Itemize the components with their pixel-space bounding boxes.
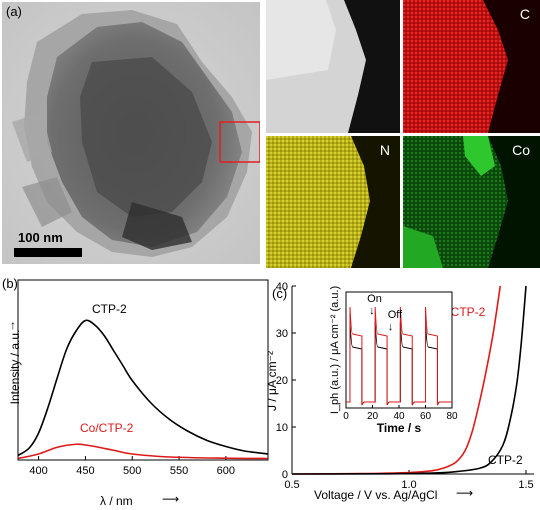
chart-b-xtick-label: 400 [29,465,47,477]
chart-c-xtick-label: 0.5 [284,479,299,491]
chart-c-ytick-label: 20 [276,375,288,387]
chart-c-xlabel: Voltage / V vs. Ag/AgCl [314,488,438,502]
map-nitrogen: N [266,136,400,268]
chart-c-ytick-label: 40 [276,281,288,293]
chart-b-xtick-label: 500 [123,465,141,477]
map-label-nitrogen: N [379,142,390,158]
chart-b-legend-ctp2: CTP-2 [92,302,127,316]
chart-b-series-0 [17,319,269,457]
inset-ylabel: I_ph (a.u.) / μA cm⁻² (a.u.) [329,286,341,414]
inset-annotation-off: Off [388,309,403,321]
chart-b-xtick-label: 450 [76,465,94,477]
chart-c-xarrow: ⟶ [456,486,474,500]
chart-b-xtick-label: 600 [217,465,235,477]
chart-b-xtick-label: 550 [170,465,188,477]
inset-xtick-label: 40 [393,411,405,422]
inset-xtick-label: 80 [446,411,458,422]
panel-a: (a) 100 nm C [2,0,540,268]
chart-c-xtick-label: 1.5 [518,479,533,491]
selection-box [219,121,260,163]
inset-series-coctp2 [346,306,452,406]
chart-b-yarrow: ↑ [10,318,16,332]
map-carbon: C [403,0,540,133]
chart-b-ylabel: Intensity / a.u. [8,329,22,405]
map-cobalt: Co [403,136,540,268]
scale-bar-label: 100 nm [18,230,63,245]
inset-annotation-off-arrow: ↓ [388,321,394,333]
chart-c-ytick-label: 30 [276,328,288,340]
map-label-carbon: C [519,6,530,22]
chart-b-xarrow: ⟶ [162,492,180,506]
panel-a-label: (a) [6,4,22,19]
chart-b-xlabel: λ / nm [100,494,133,508]
chart-c-ytick-label: 10 [276,422,288,434]
inset-annotation-on: On [367,293,382,305]
inset-xtick-label: 20 [367,411,379,422]
inset-xlabel: Time / s [377,421,422,435]
map-haadf [266,0,400,133]
chart-c-series-1 [291,285,527,475]
chart-c-xtick-label: 1.0 [401,479,416,491]
tem-image [2,2,260,264]
inset-xtick-label: 60 [420,411,432,422]
panel-c-label: (c) [272,286,288,301]
chart-b-frame [17,279,269,461]
chart-c-legend-ctp2: CTP-2 [488,453,523,467]
inset-annotation-on-arrow: ↓ [369,305,375,317]
chart-b: 400 450 500 550 600 CTP-2 Co/CTP-2 [17,279,269,477]
chart-b-series-1 [17,443,269,460]
flake-dark [80,57,212,217]
panel-b-label: (b) [2,276,18,291]
chart-c-ylabel: J / μA cm⁻² [265,351,279,411]
chart-b-legend-coctp2: Co/CTP-2 [80,421,134,435]
map-label-cobalt: Co [512,142,530,158]
chart-c-ytick-label: 0 [282,469,288,481]
inset-xtick-label: 0 [343,411,349,422]
scale-bar [14,248,82,257]
